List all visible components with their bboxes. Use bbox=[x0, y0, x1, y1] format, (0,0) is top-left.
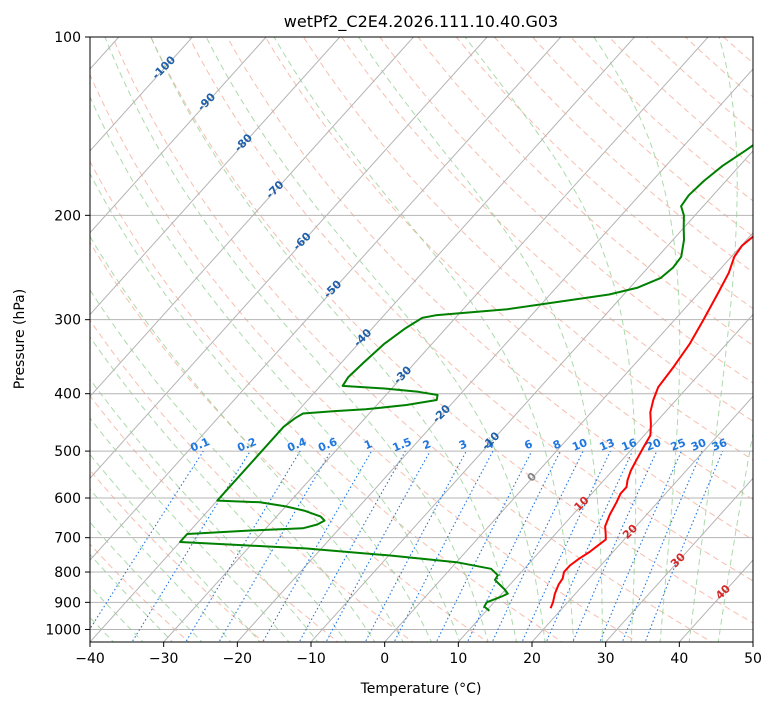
mixing-ratio-line bbox=[364, 450, 467, 642]
x-tick-label: −10 bbox=[296, 651, 326, 667]
y-tick-label: 700 bbox=[54, 531, 81, 547]
mixing-ratio-line bbox=[621, 450, 703, 642]
isotherm-line bbox=[162, 37, 709, 642]
mixing-ratio-line bbox=[218, 450, 332, 642]
isotherm-line bbox=[236, 68, 753, 642]
x-tick-label: −30 bbox=[149, 651, 179, 667]
dry-adiabat-line bbox=[264, 37, 753, 501]
isotherm-line bbox=[310, 150, 753, 642]
mixing-ratio-line bbox=[131, 450, 251, 642]
y-tick-label: 1000 bbox=[45, 622, 81, 638]
mixing-ratio-line bbox=[521, 450, 611, 642]
mixing-ratio-line bbox=[393, 450, 494, 642]
dry-adiabat-line bbox=[417, 37, 753, 347]
moist-adiabat-line bbox=[90, 453, 261, 642]
x-tick-label: −20 bbox=[223, 651, 253, 667]
mixing-ratio-label: 3 bbox=[457, 437, 469, 452]
mixing-ratio-label: 8 bbox=[551, 437, 563, 452]
mixing-ratio-label: 13 bbox=[598, 436, 617, 454]
isotherm-line bbox=[383, 231, 753, 642]
x-tick-label: 20 bbox=[523, 651, 541, 667]
isotherm-line bbox=[531, 395, 753, 642]
x-tick-label: 10 bbox=[449, 651, 467, 667]
mixing-ratio-line bbox=[599, 450, 682, 642]
dry-adiabat-line bbox=[90, 319, 414, 642]
isotherm-line bbox=[90, 37, 194, 152]
reference-lines bbox=[90, 37, 753, 642]
dry-adiabat-line bbox=[226, 37, 753, 541]
mixing-ratio-line bbox=[491, 450, 584, 642]
x-tick-label: 50 bbox=[744, 651, 762, 667]
y-tick-label: 900 bbox=[54, 595, 81, 611]
y-axis-label: Pressure (hPa) bbox=[12, 289, 28, 389]
x-tick-label: −40 bbox=[75, 651, 105, 667]
mixing-ratio-label: 36 bbox=[710, 436, 729, 454]
x-tick-label: 0 bbox=[380, 651, 389, 667]
moist-adiabat-line bbox=[90, 172, 432, 642]
moist-adiabat-line bbox=[90, 235, 404, 642]
mixing-ratio-label: 10 bbox=[570, 436, 589, 454]
y-tick-label: 500 bbox=[54, 444, 81, 460]
dewpoint-trace bbox=[179, 144, 753, 612]
dry-adiabat-line bbox=[188, 37, 753, 582]
y-tick-label: 400 bbox=[54, 387, 81, 403]
sounding-traces bbox=[179, 144, 753, 612]
mixing-ratio-line bbox=[90, 450, 204, 630]
mixing-ratio-label: 2 bbox=[421, 437, 433, 452]
mixing-ratio-label: 20 bbox=[644, 436, 663, 454]
plot-frame bbox=[89, 36, 754, 643]
dry-adiabat-line bbox=[90, 394, 340, 642]
chart-title: wetPf2_C2E4.2026.111.10.40.G03 bbox=[284, 12, 558, 32]
y-tick-label: 600 bbox=[54, 491, 81, 507]
y-tick-label: 200 bbox=[54, 208, 81, 224]
isotherm-line bbox=[90, 37, 488, 480]
isotherm-line bbox=[604, 477, 753, 642]
y-tick-label: 800 bbox=[54, 565, 81, 581]
mixing-ratio-line bbox=[644, 450, 724, 642]
x-tick-label: 30 bbox=[597, 651, 615, 667]
temperature-trace bbox=[549, 235, 753, 609]
mixing-ratio-lines bbox=[90, 450, 724, 642]
isotherm-line bbox=[90, 37, 341, 316]
x-axis-label: Temperature (°C) bbox=[360, 681, 482, 697]
moist-adiabat-line bbox=[90, 417, 290, 642]
y-tick-label: 100 bbox=[54, 30, 81, 46]
mixing-ratio-label: 25 bbox=[669, 436, 688, 454]
mixing-ratio-label: 16 bbox=[620, 436, 639, 454]
axes: −40 −30 −20 −10 0 10 20 30 40 50 100 200 300 400 500 60… bbox=[45, 30, 762, 667]
isotherm-line bbox=[90, 37, 562, 561]
mixing-ratio-label: 1 bbox=[362, 437, 374, 452]
mixing-ratio-label: 30 bbox=[689, 436, 708, 454]
isotherm-line bbox=[90, 37, 415, 398]
x-tick-label: 40 bbox=[670, 651, 688, 667]
isotherm-line bbox=[457, 313, 753, 642]
isotherm-line bbox=[90, 37, 267, 234]
y-tick-label: 300 bbox=[54, 313, 81, 329]
dry-adiabat-line bbox=[90, 73, 638, 642]
